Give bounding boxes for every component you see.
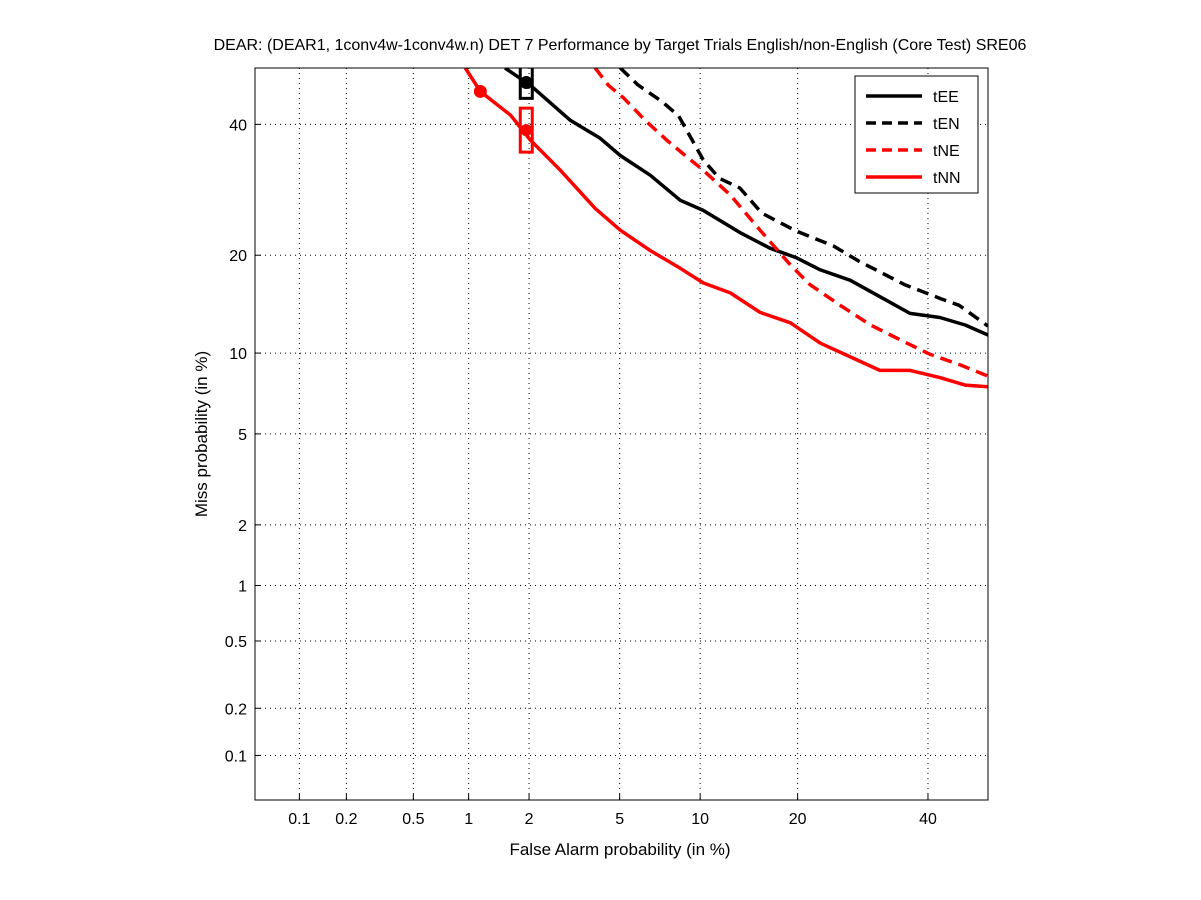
chart-title: DEAR: (DEAR1, 1conv4w-1conv4w.n) DET 7 P…: [214, 37, 1027, 54]
legend-label-tEN: tEN: [933, 116, 960, 133]
x-tick-label: 0.2: [335, 811, 357, 828]
y-axis-label: Miss probability (in %): [192, 351, 211, 517]
y-tick-label: 1: [238, 579, 247, 596]
y-tick-label: 0.1: [225, 748, 247, 765]
act-dcf-circle-tEE: [519, 76, 533, 90]
y-tick-label: 0.5: [225, 634, 247, 651]
plot-area: [463, 68, 988, 389]
min-dcf-box-tEE: [518, 68, 534, 100]
tick-labels: 0.1 0.2 0.5 1 2 5 10 20 40 0.1 0.2 0.5 1 2 5 10 20 40: [225, 117, 937, 828]
x-tick-label: 0.1: [288, 811, 310, 828]
legend-label-tNN: tNN: [933, 170, 961, 187]
marker-dot-tNN: [520, 124, 533, 137]
x-tick-label: 2: [525, 811, 534, 828]
series-line-tEE: [504, 68, 988, 337]
y-tick-label: 10: [229, 346, 247, 363]
x-tick-label: 10: [691, 811, 709, 828]
series-line-tNN: [463, 68, 988, 389]
y-tick-label: 20: [229, 248, 247, 265]
x-tick-label: 1: [464, 811, 473, 828]
x-tick-label: 20: [789, 811, 807, 828]
series-group: [463, 68, 988, 389]
legend-label-tNE: tNE: [933, 143, 960, 160]
x-tick-label: 40: [919, 811, 937, 828]
act-dcf-circle-tNN: [473, 84, 487, 98]
series-line-tEN: [619, 68, 988, 328]
x-tick-label: 0.5: [402, 811, 424, 828]
legend-label-tEE: tEE: [933, 89, 959, 106]
y-tick-label: 2: [238, 518, 247, 535]
x-axis-label: False Alarm probability (in %): [509, 840, 730, 859]
series-line-tNE: [593, 68, 988, 378]
y-tick-label: 5: [238, 427, 247, 444]
grid: [255, 68, 988, 800]
legend: tEE tEN tNE tNN: [854, 75, 979, 194]
y-tick-label: 40: [229, 117, 247, 134]
axes-frame: [254, 67, 989, 801]
y-tick-label: 0.2: [225, 701, 247, 718]
x-tick-label: 5: [615, 811, 624, 828]
